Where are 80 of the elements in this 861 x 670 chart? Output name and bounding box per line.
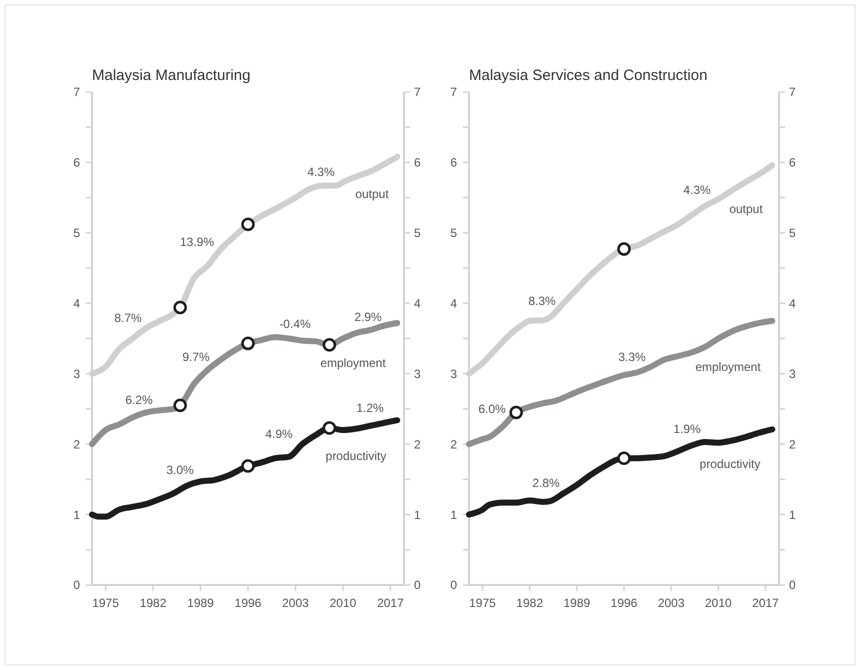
y-tick-label: 4 <box>450 296 458 310</box>
y-tick-label: 3 <box>73 366 80 381</box>
y2-tick-label: 2 <box>414 437 421 452</box>
x-tick-label: 2010 <box>330 596 357 610</box>
x-tick-label: 2010 <box>704 596 732 610</box>
annotation: 2.9% <box>354 310 382 324</box>
x-tick-label: 1989 <box>187 596 214 610</box>
annotation: 8.7% <box>114 311 142 326</box>
annotation: 4.3% <box>307 165 335 180</box>
y-tick-label: 0 <box>450 578 458 592</box>
x-tick-label: 2003 <box>658 596 685 610</box>
y-tick-label: 5 <box>450 226 458 240</box>
y-tick-label: 2 <box>450 437 458 452</box>
y-tick-label: 4 <box>73 296 80 310</box>
annotation: 4.3% <box>683 183 711 198</box>
annotation: 6.0% <box>478 402 506 416</box>
y-tick-label: 5 <box>73 226 80 240</box>
annotation: 13.9% <box>180 235 214 250</box>
point <box>241 336 255 350</box>
x-tick-label: 2003 <box>282 596 310 610</box>
y-tick-label: 3 <box>450 366 458 381</box>
x-tick-label: 2017 <box>377 596 404 610</box>
point <box>509 406 523 420</box>
series-label: employment <box>695 360 762 374</box>
y-tick-label: 6 <box>450 156 458 170</box>
y-tick-label: 1 <box>73 508 80 522</box>
y2-tick-label: 1 <box>789 508 796 522</box>
annotation: 6.2% <box>125 393 153 408</box>
annotation: 4.9% <box>265 427 293 442</box>
y-tick-label: 7 <box>73 85 80 100</box>
annotation: -0.4% <box>279 317 311 332</box>
y2-tick-label: 4 <box>414 296 421 310</box>
annotation: 2.8% <box>532 476 560 490</box>
y-tick-label: 6 <box>73 156 80 170</box>
x-tick-label: 1982 <box>516 596 544 610</box>
series-label: employment <box>320 356 386 370</box>
x-tick-label: 1982 <box>140 596 167 610</box>
point <box>173 398 187 412</box>
series-label: productivity <box>700 457 760 472</box>
y2-tick-label: 1 <box>414 508 421 522</box>
y-tick-label: 7 <box>450 85 458 100</box>
y2-tick-label: 2 <box>789 437 796 452</box>
y2-tick-label: 5 <box>789 226 796 240</box>
series-label: output <box>355 187 390 202</box>
y2-tick-label: 3 <box>789 366 796 381</box>
point <box>241 459 255 473</box>
y2-tick-label: 4 <box>789 296 796 310</box>
y2-tick-label: 7 <box>789 85 796 100</box>
chart-title: Malaysia Services and Construction <box>469 67 708 84</box>
y2-tick-label: 6 <box>789 156 796 170</box>
x-tick-label: 1975 <box>92 596 120 610</box>
point <box>322 338 336 352</box>
y2-tick-label: 5 <box>414 226 421 240</box>
series-label: output <box>729 202 764 216</box>
series-label: productivity <box>326 449 386 464</box>
y2-tick-label: 6 <box>414 156 421 170</box>
y-tick-label: 2 <box>73 437 80 452</box>
y2-tick-label: 3 <box>414 366 421 381</box>
x-tick-label: 1989 <box>563 596 590 610</box>
x-tick-label: 1996 <box>234 596 262 610</box>
point <box>617 451 631 465</box>
y-tick-label: 0 <box>73 578 80 592</box>
y2-tick-label: 0 <box>414 578 421 592</box>
annotation: 1.9% <box>673 422 701 436</box>
y-tick-label: 1 <box>450 508 458 522</box>
annotation: 8.3% <box>528 294 556 308</box>
point <box>241 218 255 232</box>
x-tick-label: 2017 <box>752 596 780 610</box>
chart-title: Malaysia Manufacturing <box>92 67 250 84</box>
annotation: 9.7% <box>182 350 210 364</box>
x-tick-label: 1975 <box>469 596 496 610</box>
annotation: 3.3% <box>618 350 646 364</box>
annotation: 3.0% <box>166 463 194 478</box>
annotation: 1.2% <box>356 401 384 416</box>
point <box>173 300 187 314</box>
x-tick-label: 1996 <box>610 596 638 610</box>
y2-tick-label: 0 <box>789 578 796 592</box>
y2-tick-label: 7 <box>414 85 421 100</box>
point <box>322 421 336 435</box>
point <box>617 242 631 256</box>
